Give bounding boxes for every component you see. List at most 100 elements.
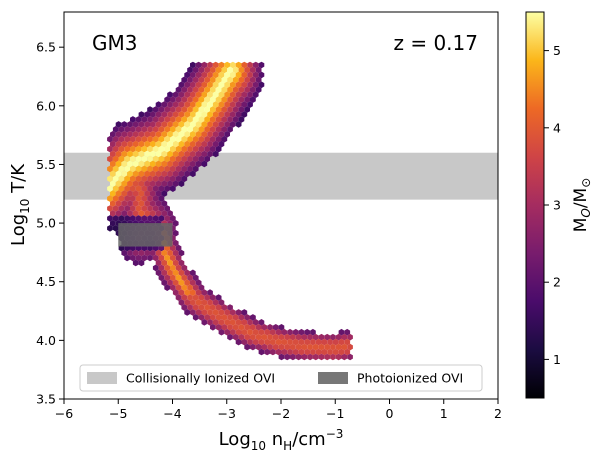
hexbin-cell (312, 333, 319, 341)
hexbin-cell (204, 145, 210, 153)
hexbin-cell (107, 135, 113, 143)
hexbin-cell (218, 101, 225, 108)
hexbin-cell (230, 309, 236, 316)
hexbin-cell (175, 165, 182, 173)
hexbin-cell (118, 126, 125, 133)
hexbin-cell (207, 131, 213, 138)
hexbin-cell (118, 175, 125, 183)
hexbin-cell (144, 249, 150, 257)
hexbin-cell (195, 150, 202, 158)
hexbin-cell (172, 269, 179, 277)
hexbin-cell (150, 180, 156, 187)
hexbin-cell (232, 96, 239, 103)
hexbin-cell (190, 81, 196, 89)
hexbin-cell (184, 140, 190, 148)
hexbin-cell (212, 61, 219, 69)
hexbin-cell (121, 150, 128, 158)
hexbin-cell (241, 91, 248, 98)
hexbin-cell (201, 319, 208, 326)
hexbin-cell (135, 175, 142, 183)
hexbin-cell (124, 126, 130, 133)
hexbin-cell (170, 175, 176, 183)
hexbin-cell (210, 314, 216, 321)
hexbin-cell (258, 328, 265, 336)
hexbin-cell (158, 116, 165, 123)
hexbin-cell (238, 66, 245, 74)
hexbin-cell (230, 61, 236, 69)
hexbin-cell (138, 200, 145, 207)
hexbin-cell (344, 338, 351, 346)
hexbin-cell (184, 299, 190, 306)
hexbin-cell (332, 338, 339, 346)
hexbin-cell (324, 343, 331, 351)
hexbin-cell (158, 155, 165, 163)
hexbin-cell (132, 150, 139, 158)
hexbin-cell (178, 279, 185, 286)
hexbin-cell (295, 343, 302, 351)
hexbin-cell (178, 121, 185, 128)
hexbin-cell (301, 333, 308, 341)
hexbin-cell (238, 106, 245, 113)
hexbin-cell (235, 61, 242, 69)
hexbin-cell (252, 338, 259, 346)
hexbin-cell (235, 338, 242, 346)
hexbin-cell (121, 170, 128, 178)
hexbin-cell (192, 106, 199, 113)
hexbin-cell (241, 81, 248, 89)
hexbin-cell (192, 314, 199, 321)
hexbin-cell (152, 195, 159, 202)
hexbin-cell (247, 328, 253, 336)
legend-label-collisional: Collisionally Ionized OVI (126, 371, 275, 386)
hexbin-cell (115, 160, 122, 168)
hexbin-cell (170, 96, 176, 103)
hexbin-cell (224, 71, 230, 79)
legend-box (79, 364, 483, 392)
hexbin-cell (192, 274, 199, 282)
hexbin-cell (238, 116, 245, 123)
hexbin-cell (224, 121, 230, 128)
hexbin-cell (195, 71, 202, 79)
hexbin-cell (204, 304, 210, 311)
hexbin-cell (175, 96, 182, 103)
hexbin-cell (138, 131, 145, 138)
hexbin-cell (170, 116, 176, 123)
hexbin-cell (218, 299, 225, 306)
hexbin-cell (232, 76, 239, 84)
hexbin-cell (272, 324, 279, 331)
hexbin-cell (318, 343, 325, 351)
hexbin-cell (192, 284, 199, 291)
hexbin-cell (275, 338, 282, 346)
hexbin-cell (235, 81, 242, 89)
hexbin-cell (235, 309, 242, 316)
hexbin-cell (324, 353, 331, 361)
hexbin-cell (261, 324, 268, 331)
hexbin-cell (178, 249, 185, 257)
hexbin-cell (241, 61, 248, 69)
hexbin-cell (187, 155, 193, 163)
hexbin-cell (135, 126, 142, 133)
hexbin-cell (138, 140, 145, 148)
hexbin-cell (221, 116, 228, 123)
hexbin-cell (241, 71, 248, 79)
hexbin-cell (124, 145, 130, 153)
hexbin-cell (127, 131, 133, 138)
hexbin-cell (150, 111, 156, 118)
hexbin-cell (232, 333, 239, 341)
hexbin-cell (327, 348, 333, 356)
hexbin-cell (132, 131, 139, 138)
hexbin-cell (218, 319, 225, 326)
hexbin-cell (247, 61, 253, 69)
hexbin-cell (192, 76, 199, 84)
hexbin-cell (178, 140, 185, 148)
hexbin-cell (295, 333, 302, 341)
hexbin-cell (287, 338, 293, 346)
hexbin-cell (264, 348, 270, 356)
hexbin-cell (161, 269, 168, 277)
hexbin-cell (161, 249, 168, 257)
hexbin-cell (170, 254, 176, 262)
hexbin-cell (275, 328, 282, 336)
hexbin-cell (164, 205, 170, 212)
hexbin-cell (107, 215, 113, 222)
hexbin-cell (275, 348, 282, 356)
colorbar-tick-label: 5 (553, 43, 561, 58)
